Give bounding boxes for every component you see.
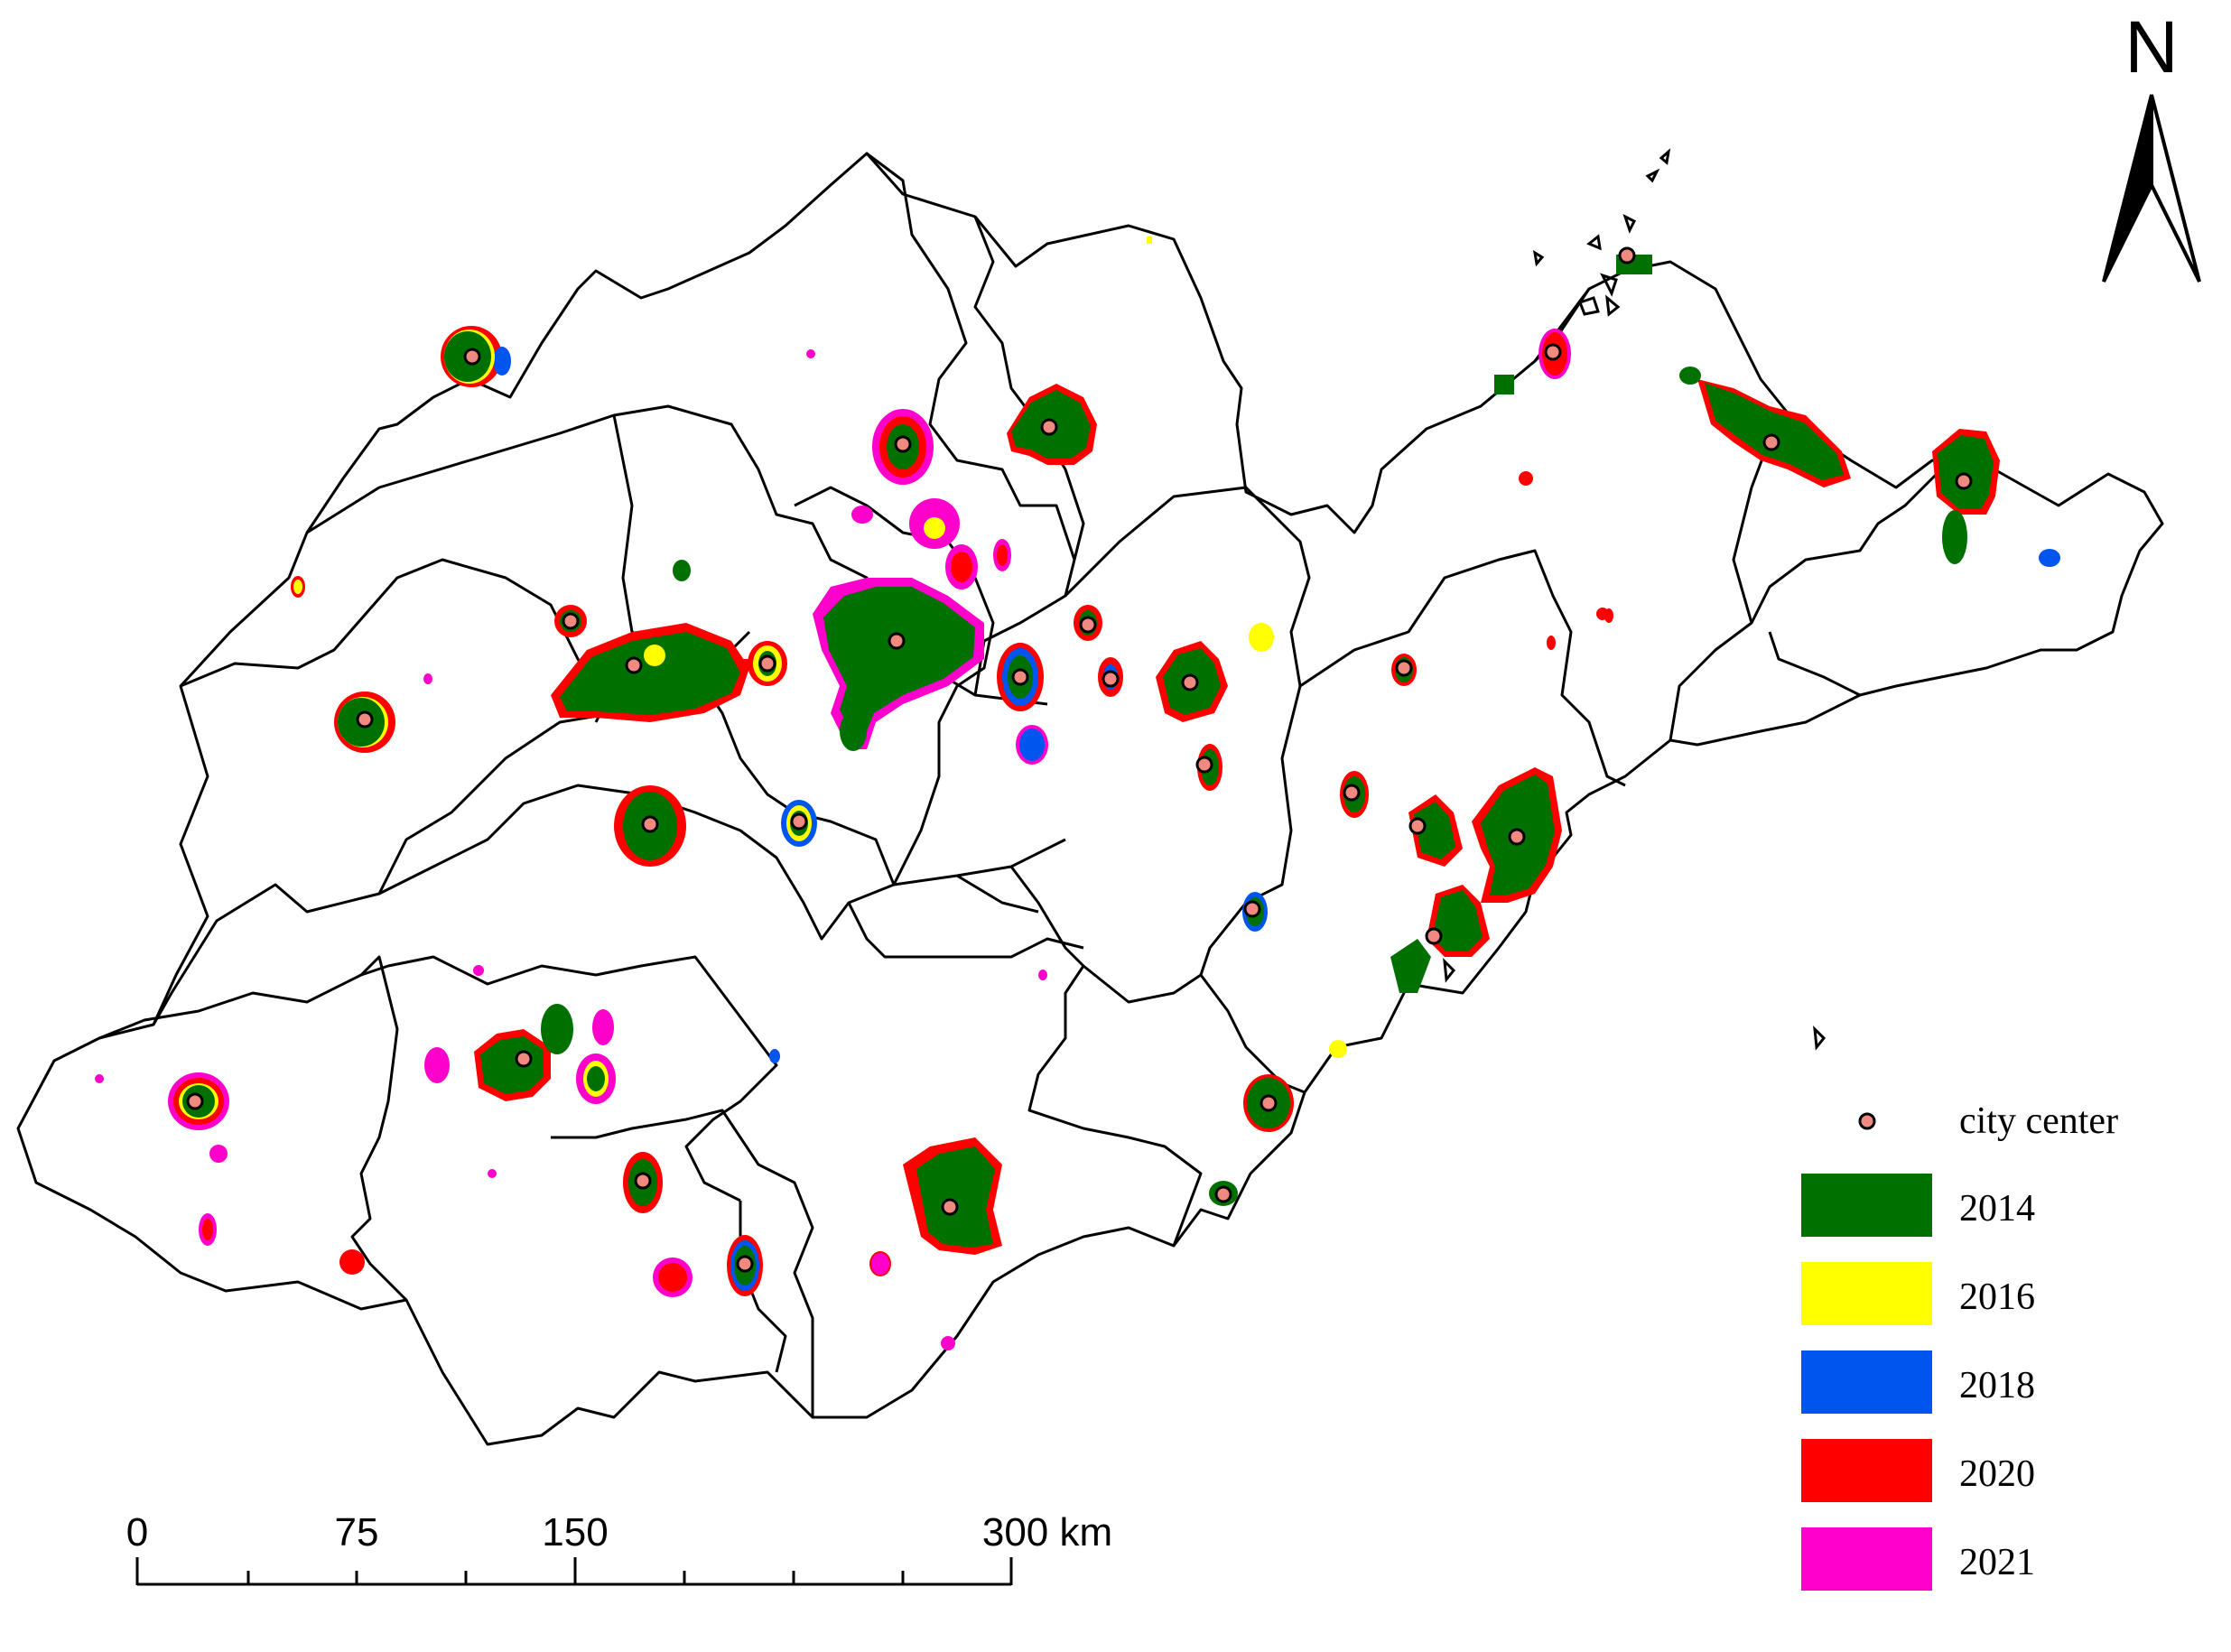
city-center-marker bbox=[1508, 828, 1526, 846]
boundary-qingdao bbox=[1299, 549, 1626, 787]
city-center-marker bbox=[790, 812, 808, 831]
city-center-marker bbox=[894, 435, 912, 453]
boundary-zaozhuang bbox=[551, 1109, 814, 1417]
city-center-marker bbox=[1955, 472, 1973, 490]
legend-city-center-label: city center bbox=[1959, 1100, 2118, 1142]
boundary-rizhao bbox=[1027, 965, 1203, 1247]
city-center-marker bbox=[1343, 784, 1361, 802]
scale-label-75: 75 bbox=[335, 1510, 379, 1555]
city-center-marker bbox=[625, 656, 643, 674]
islands bbox=[1443, 148, 1827, 1051]
patch-rizhao bbox=[1209, 1040, 1347, 1206]
city-center-marker bbox=[1243, 900, 1261, 918]
patch-heze bbox=[95, 1072, 497, 1275]
city-center-marker bbox=[1102, 670, 1120, 688]
patch-dongying bbox=[1007, 237, 1152, 465]
legend-swatch-2020 bbox=[1801, 1439, 1932, 1502]
boundary-linyi bbox=[739, 874, 1084, 1373]
scale-label-300km: 300 km bbox=[982, 1510, 1112, 1555]
boundary-jining bbox=[98, 955, 408, 1302]
city-center-marker bbox=[641, 815, 659, 833]
legend-label-2016: 2016 bbox=[1959, 1276, 2035, 1318]
legend-swatch-2016 bbox=[1801, 1262, 1932, 1325]
city-center-marker bbox=[1762, 433, 1780, 451]
city-center-marker bbox=[1395, 659, 1413, 677]
patch-qingdao bbox=[1390, 767, 1562, 993]
city-center-marker bbox=[1618, 246, 1636, 265]
city-center-marker bbox=[1214, 1185, 1232, 1203]
boundary-yantai bbox=[1533, 288, 1780, 741]
city-center-marker bbox=[1181, 673, 1199, 691]
city-center-marker bbox=[562, 612, 580, 630]
patch-zibo bbox=[813, 578, 984, 751]
north-arrow: N bbox=[2102, 6, 2201, 283]
boundary-heze bbox=[360, 955, 778, 1202]
city-center-marker bbox=[463, 348, 481, 366]
legend-label-2021: 2021 bbox=[1959, 1542, 2035, 1583]
boundary-dongying bbox=[973, 216, 1085, 561]
boundary-jinan bbox=[612, 414, 1066, 886]
legend: city center 2014 2016 2018 2020 2021 bbox=[1801, 1100, 2118, 1591]
city-center-marker bbox=[888, 632, 906, 650]
legend-swatch-2018 bbox=[1801, 1350, 1932, 1414]
legend-swatch-2021 bbox=[1801, 1527, 1932, 1591]
patch-weihai bbox=[1932, 429, 2060, 567]
patch-zaozhuang bbox=[623, 1152, 889, 1297]
scale-label-0: 0 bbox=[126, 1510, 148, 1555]
city-center-marker bbox=[1425, 927, 1443, 945]
city-center-marker bbox=[634, 1172, 652, 1190]
legend-city-center-marker bbox=[1858, 1112, 1876, 1130]
boundary-weihai bbox=[1750, 468, 1943, 697]
scale-bar: 0 75 150 300 km bbox=[126, 1510, 1112, 1586]
city-center-marker bbox=[515, 1050, 533, 1068]
legend-label-2018: 2018 bbox=[1959, 1365, 2035, 1406]
legend-swatch-2014 bbox=[1801, 1174, 1932, 1237]
patch-jinan bbox=[551, 349, 815, 722]
scale-label-150: 150 bbox=[542, 1510, 608, 1555]
city-center-marker bbox=[186, 1092, 204, 1110]
boundary-linyi-east bbox=[1199, 974, 1306, 1094]
boundaries bbox=[16, 152, 2164, 1446]
city-center-marker bbox=[1408, 817, 1427, 835]
city-center-marker bbox=[941, 1198, 959, 1216]
city-center-marker bbox=[736, 1255, 754, 1273]
boundary-binzhou bbox=[866, 152, 1076, 696]
legend-label-2014: 2014 bbox=[1959, 1188, 2035, 1230]
city-center-marker bbox=[1011, 668, 1029, 686]
city-center-marker bbox=[1040, 418, 1058, 436]
city-center-marker bbox=[356, 710, 374, 729]
legend-label-2020: 2020 bbox=[1959, 1453, 2035, 1495]
city-center-marker bbox=[1195, 756, 1213, 774]
boundary-taian bbox=[378, 784, 895, 941]
city-center-marker bbox=[1079, 616, 1097, 634]
boundary-liaocheng bbox=[180, 558, 607, 723]
boundary-weifang bbox=[1009, 486, 1311, 1004]
boundary-zibo bbox=[794, 486, 995, 886]
city-center-marker bbox=[1260, 1094, 1278, 1112]
city-centers bbox=[186, 246, 1973, 1273]
city-center-marker bbox=[758, 654, 776, 673]
patch-binzhou bbox=[851, 409, 1011, 589]
province-outline bbox=[16, 152, 2164, 1446]
city-center-marker bbox=[1544, 343, 1562, 361]
patch-linyi bbox=[769, 970, 1047, 1350]
north-arrow-label: N bbox=[2124, 6, 2178, 88]
urban-patches bbox=[95, 237, 2060, 1350]
patch-jining bbox=[424, 965, 616, 1104]
